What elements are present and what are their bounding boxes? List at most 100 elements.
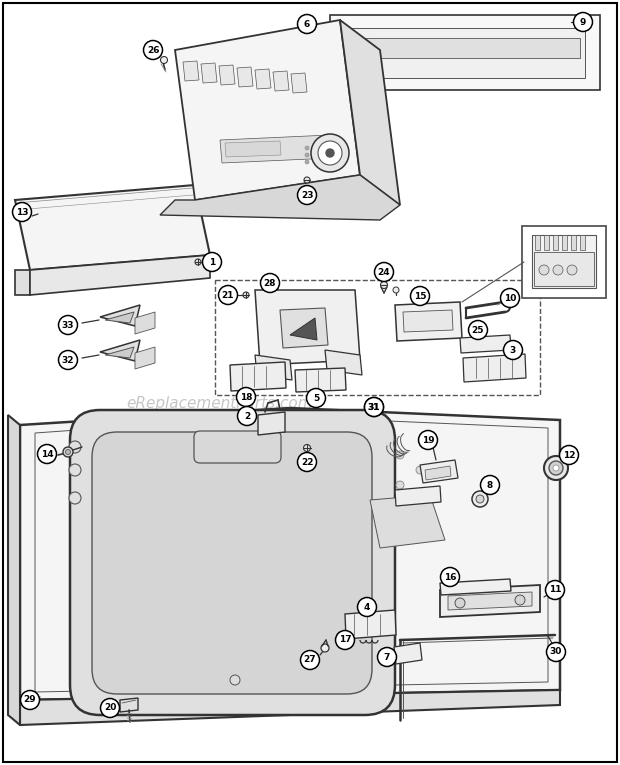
Text: 24: 24 (378, 268, 391, 276)
Text: 2: 2 (244, 412, 250, 421)
Circle shape (381, 282, 388, 288)
Text: 15: 15 (414, 291, 427, 301)
Polygon shape (20, 690, 560, 725)
Polygon shape (237, 67, 253, 87)
Circle shape (476, 495, 484, 503)
Polygon shape (280, 308, 328, 348)
Polygon shape (403, 310, 453, 332)
Polygon shape (350, 38, 580, 58)
Circle shape (500, 288, 520, 308)
Polygon shape (544, 235, 549, 250)
Polygon shape (440, 579, 511, 595)
Text: eReplacementParts.com: eReplacementParts.com (126, 396, 313, 411)
Polygon shape (571, 235, 576, 250)
Circle shape (301, 650, 319, 669)
Text: 25: 25 (472, 325, 484, 334)
Text: 4: 4 (364, 603, 370, 611)
Circle shape (69, 492, 81, 504)
Polygon shape (580, 235, 585, 250)
Circle shape (365, 398, 384, 416)
Polygon shape (345, 28, 585, 78)
Circle shape (230, 675, 240, 685)
Circle shape (410, 287, 430, 305)
Text: 3: 3 (510, 346, 516, 354)
Polygon shape (273, 71, 289, 91)
Polygon shape (325, 350, 362, 375)
Text: 22: 22 (301, 457, 313, 467)
Circle shape (298, 15, 316, 34)
Polygon shape (290, 318, 317, 340)
Text: 18: 18 (240, 392, 252, 402)
Text: 7: 7 (384, 653, 390, 662)
Text: 33: 33 (62, 321, 74, 330)
Polygon shape (330, 15, 600, 90)
Polygon shape (30, 255, 210, 295)
Text: 16: 16 (444, 572, 456, 581)
Circle shape (472, 491, 488, 507)
Polygon shape (201, 63, 217, 83)
Circle shape (374, 262, 394, 282)
Circle shape (304, 177, 310, 183)
Polygon shape (135, 347, 155, 369)
Circle shape (304, 444, 311, 451)
Text: 13: 13 (16, 207, 29, 216)
Polygon shape (219, 65, 235, 85)
Polygon shape (100, 305, 140, 326)
Polygon shape (225, 141, 281, 157)
Circle shape (298, 185, 316, 204)
Circle shape (559, 445, 578, 464)
Text: 8: 8 (487, 480, 493, 490)
Polygon shape (135, 312, 155, 334)
Circle shape (539, 265, 549, 275)
Circle shape (305, 153, 309, 157)
Polygon shape (230, 362, 286, 391)
Circle shape (455, 598, 465, 608)
Text: 12: 12 (563, 451, 575, 460)
Polygon shape (255, 355, 292, 380)
Text: 30: 30 (550, 647, 562, 656)
Circle shape (440, 568, 459, 587)
Circle shape (305, 146, 309, 150)
Circle shape (58, 315, 78, 334)
Circle shape (161, 57, 167, 63)
Polygon shape (370, 495, 445, 548)
FancyBboxPatch shape (3, 3, 617, 762)
Circle shape (574, 12, 593, 31)
Circle shape (416, 466, 424, 474)
Circle shape (63, 447, 73, 457)
Circle shape (203, 252, 221, 272)
Circle shape (218, 285, 237, 304)
Polygon shape (258, 412, 285, 435)
Polygon shape (532, 235, 596, 288)
Circle shape (66, 450, 71, 454)
Text: 6: 6 (304, 19, 310, 28)
Polygon shape (535, 235, 540, 250)
Circle shape (69, 464, 81, 476)
Circle shape (396, 451, 404, 459)
Circle shape (396, 481, 404, 489)
Polygon shape (175, 20, 360, 200)
Circle shape (553, 265, 563, 275)
Text: 29: 29 (24, 695, 37, 705)
Circle shape (306, 389, 326, 408)
Polygon shape (340, 20, 400, 205)
Polygon shape (295, 368, 346, 392)
Circle shape (58, 350, 78, 369)
Polygon shape (105, 347, 134, 358)
Polygon shape (425, 466, 451, 480)
Polygon shape (255, 290, 360, 365)
Circle shape (358, 597, 376, 617)
Text: 32: 32 (62, 356, 74, 364)
Text: 26: 26 (147, 45, 159, 54)
Polygon shape (291, 73, 307, 93)
Text: 1: 1 (209, 258, 215, 266)
Circle shape (100, 698, 120, 718)
Circle shape (567, 265, 577, 275)
Circle shape (469, 321, 487, 340)
FancyBboxPatch shape (522, 226, 606, 298)
Circle shape (298, 453, 316, 471)
Polygon shape (395, 486, 441, 506)
Circle shape (553, 465, 559, 471)
Polygon shape (255, 69, 271, 89)
FancyBboxPatch shape (194, 431, 281, 463)
